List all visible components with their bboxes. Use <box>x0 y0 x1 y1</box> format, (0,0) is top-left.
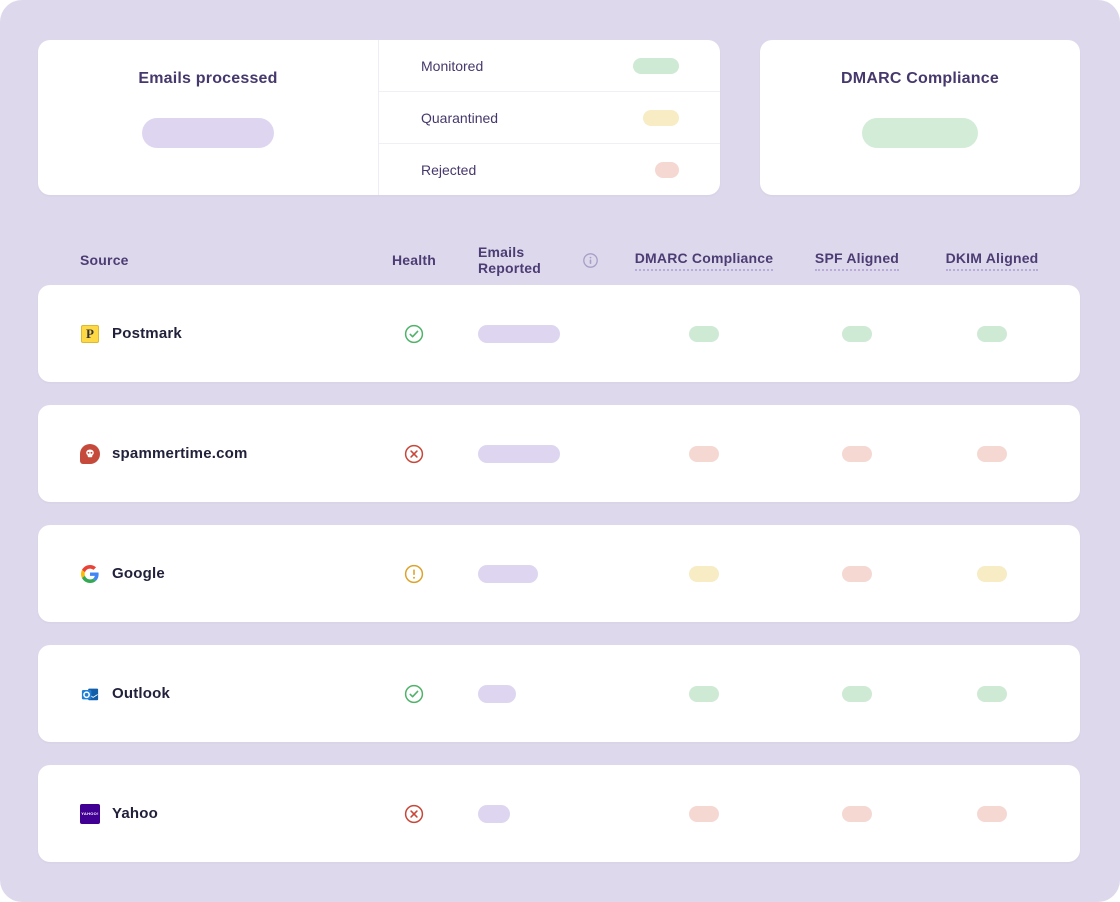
source-row[interactable]: Google <box>38 525 1080 622</box>
emails-reported-value-pill <box>478 444 560 463</box>
emails-reported-value-pill <box>478 804 510 823</box>
dmarc-compliance-status-pill <box>689 565 719 582</box>
source-row[interactable]: YAHOO! Yahoo <box>38 765 1080 862</box>
source-row[interactable]: P Postmark <box>38 285 1080 382</box>
spf-aligned-status-pill <box>842 325 872 342</box>
dmarc-compliance-title: DMARC Compliance <box>841 70 999 87</box>
legend-row-monitored: Monitored <box>379 40 720 92</box>
monitored-value-pill <box>633 57 679 74</box>
yahoo-icon: YAHOO! <box>80 803 100 824</box>
spf-aligned-status-pill <box>842 685 872 702</box>
legend-row-quarantined: Quarantined <box>379 92 720 144</box>
emails-reported-value-pill <box>478 564 538 583</box>
dmarc-compliance-value-pill <box>862 118 978 148</box>
column-header-dmarc-compliance[interactable]: DMARC Compliance <box>634 250 774 271</box>
spf-aligned-status-pill <box>842 805 872 822</box>
source-row[interactable]: spammertime.com <box>38 405 1080 502</box>
status-legend: Monitored Quarantined Rejected <box>379 40 720 195</box>
sources-table-header: Source Health Emails Reported DMARC Comp… <box>38 244 1080 276</box>
health-cell <box>404 564 424 584</box>
rejected-value-pill <box>655 161 679 178</box>
spammertime-skull-icon <box>80 443 100 464</box>
health-warning-icon <box>404 564 424 583</box>
postmark-icon: P <box>80 324 100 344</box>
sources-table-body: P Postmark <box>38 285 1080 885</box>
health-cell <box>404 324 424 344</box>
dkim-aligned-status-pill <box>977 805 1007 822</box>
dkim-aligned-status-pill <box>977 685 1007 702</box>
health-cell <box>404 804 424 824</box>
google-icon <box>80 564 100 584</box>
column-header-emails-reported: Emails Reported <box>478 244 598 276</box>
source-name: Yahoo <box>112 805 159 822</box>
legend-label: Quarantined <box>421 109 499 126</box>
source-cell: spammertime.com <box>38 443 370 464</box>
dmarc-compliance-status-pill <box>689 685 719 702</box>
dmarc-compliance-card: DMARC Compliance <box>760 40 1080 195</box>
legend-row-rejected: Rejected <box>379 144 720 195</box>
dmarc-compliance-status-pill <box>689 445 719 462</box>
source-name: spammertime.com <box>112 445 248 462</box>
emails-reported-value-pill <box>478 324 560 343</box>
source-cell: Outlook <box>38 684 370 704</box>
dmarc-compliance-status-pill <box>689 325 719 342</box>
source-cell: P Postmark <box>38 324 370 344</box>
health-cell <box>404 684 424 704</box>
legend-label: Monitored <box>421 57 484 74</box>
emails-processed-value-pill <box>142 118 274 148</box>
health-fail-icon <box>404 444 424 463</box>
spf-aligned-status-pill <box>842 565 872 582</box>
column-header-dkim-aligned[interactable]: DKIM Aligned <box>945 250 1039 271</box>
emails-processed-card: Emails processed Monitored Quarantined R… <box>38 40 720 195</box>
source-name: Outlook <box>112 685 171 702</box>
health-pass-icon <box>404 324 424 343</box>
emails-processed-title: Emails processed <box>138 70 278 87</box>
source-cell: Google <box>38 564 370 584</box>
dkim-aligned-status-pill <box>977 565 1007 582</box>
source-cell: YAHOO! Yahoo <box>38 803 370 824</box>
dkim-aligned-status-pill <box>977 325 1007 342</box>
source-name: Google <box>112 565 165 582</box>
source-name: Postmark <box>112 325 182 342</box>
emails-processed-section: Emails processed <box>38 40 379 195</box>
info-icon[interactable] <box>583 252 598 268</box>
health-fail-icon <box>404 804 424 823</box>
emails-reported-value-pill <box>478 684 516 703</box>
dmarc-compliance-status-pill <box>689 805 719 822</box>
column-header-spf-aligned[interactable]: SPF Aligned <box>814 250 900 271</box>
spf-aligned-status-pill <box>842 445 872 462</box>
health-pass-icon <box>404 684 424 703</box>
column-header-source: Source <box>80 252 129 268</box>
legend-label: Rejected <box>421 161 477 178</box>
outlook-icon <box>80 684 100 704</box>
dkim-aligned-status-pill <box>977 445 1007 462</box>
column-header-health: Health <box>392 252 436 268</box>
quarantined-value-pill <box>643 109 679 126</box>
health-cell <box>404 444 424 464</box>
column-header-label: Emails Reported <box>478 244 542 276</box>
source-row[interactable]: Outlook <box>38 645 1080 742</box>
